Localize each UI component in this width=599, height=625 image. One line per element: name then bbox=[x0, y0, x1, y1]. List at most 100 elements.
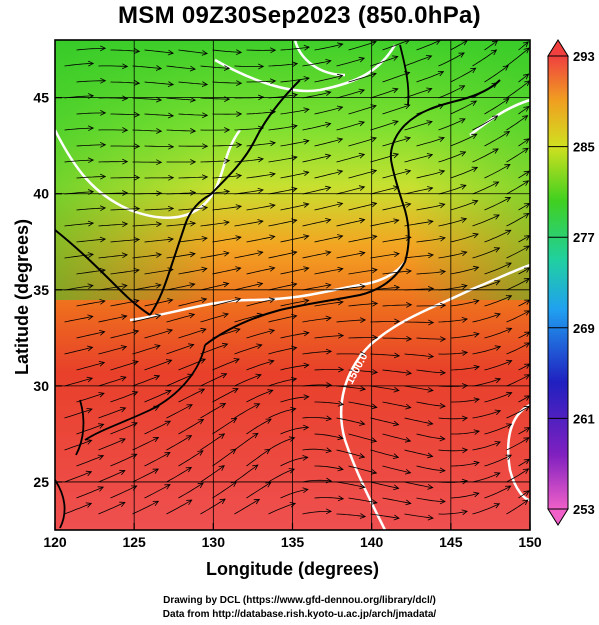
streamline bbox=[450, 398, 480, 403]
streamline-arrowhead bbox=[291, 282, 298, 288]
streamline-arrowhead bbox=[438, 169, 446, 175]
streamline-arrowhead bbox=[156, 128, 163, 134]
streamline bbox=[212, 448, 237, 467]
colorbar bbox=[547, 55, 569, 510]
streamline bbox=[382, 236, 411, 243]
streamline bbox=[506, 115, 528, 131]
streamline bbox=[302, 317, 332, 323]
streamline-arrowhead bbox=[235, 204, 242, 210]
streamline-arrowhead bbox=[505, 262, 512, 268]
streamline bbox=[484, 392, 512, 403]
streamline bbox=[132, 500, 159, 515]
streamline-arrowhead bbox=[167, 298, 174, 304]
streamline bbox=[302, 91, 331, 99]
streamline bbox=[268, 408, 296, 419]
streamline bbox=[472, 148, 499, 163]
streamline bbox=[416, 337, 446, 340]
streamline-arrowhead bbox=[257, 250, 264, 257]
streamline bbox=[64, 159, 94, 163]
streamline-arrowhead bbox=[165, 389, 172, 396]
streamline bbox=[404, 88, 432, 99]
streamline-arrowhead bbox=[326, 382, 333, 388]
streamline bbox=[268, 315, 297, 323]
streamline-arrowhead bbox=[201, 174, 209, 180]
streamline bbox=[336, 385, 366, 390]
streamline bbox=[144, 145, 174, 148]
streamline-arrowhead bbox=[188, 343, 195, 349]
colorbar-ticks: 293 285 277 269 261 253 bbox=[548, 49, 595, 517]
streamline-arrowhead bbox=[393, 218, 400, 224]
streamline-arrowhead bbox=[494, 441, 501, 447]
streamline-arrowhead bbox=[133, 80, 141, 86]
streamline-arrowhead bbox=[523, 490, 530, 496]
streamline-arrowhead bbox=[189, 282, 196, 288]
streamline-arrowhead bbox=[197, 450, 204, 456]
streamline-arrowhead bbox=[359, 283, 366, 290]
streamline-arrowhead bbox=[168, 143, 175, 150]
x-axis: 120 125 130 135 140 145 150 bbox=[43, 523, 542, 550]
streamline bbox=[268, 283, 297, 291]
streamline-arrowhead bbox=[100, 142, 107, 148]
streamline-arrowhead bbox=[358, 56, 366, 63]
streamline bbox=[506, 468, 529, 483]
streamline-arrowhead bbox=[122, 63, 129, 70]
streamline-arrowhead bbox=[303, 202, 310, 208]
streamline bbox=[336, 219, 365, 227]
streamline-arrowhead bbox=[523, 245, 530, 251]
streamline-arrowhead bbox=[470, 67, 477, 74]
colorbar-top-arrow bbox=[547, 39, 569, 57]
streamline-arrowhead bbox=[522, 147, 529, 154]
streamline bbox=[472, 181, 499, 195]
streamline-arrowhead bbox=[503, 98, 510, 104]
streamline-arrowhead bbox=[252, 432, 259, 439]
streamline bbox=[472, 503, 500, 515]
streamline bbox=[280, 426, 309, 435]
streamline bbox=[370, 353, 400, 357]
streamline-arrowhead bbox=[291, 123, 298, 130]
streamline-arrowhead bbox=[371, 201, 378, 208]
streamline bbox=[132, 284, 161, 291]
streamline bbox=[382, 465, 411, 474]
streamline bbox=[484, 65, 509, 83]
streamline bbox=[178, 81, 208, 85]
streamline bbox=[438, 352, 468, 355]
streamline bbox=[302, 155, 331, 163]
streamline-arrowhead bbox=[358, 152, 366, 159]
streamline bbox=[246, 80, 276, 83]
streamline-arrowhead bbox=[155, 221, 163, 228]
streamline bbox=[246, 267, 275, 275]
streamline bbox=[314, 369, 344, 371]
streamline-arrowhead bbox=[189, 220, 197, 227]
streamline-arrowhead bbox=[502, 65, 509, 71]
streamline-arrowhead bbox=[392, 87, 399, 94]
streamline-arrowhead bbox=[269, 266, 276, 272]
streamline-arrowhead bbox=[190, 128, 197, 134]
streamline-arrowhead bbox=[303, 76, 310, 82]
streamline-arrowhead bbox=[264, 448, 271, 455]
streamline-arrowhead bbox=[427, 353, 435, 360]
streamline bbox=[518, 490, 530, 499]
streamline bbox=[200, 252, 229, 259]
streamline bbox=[518, 106, 530, 115]
streamline-arrowhead bbox=[427, 286, 435, 292]
streamline bbox=[382, 72, 410, 83]
streamline-arrowhead bbox=[288, 468, 296, 474]
streamline bbox=[370, 56, 398, 67]
streamline-arrowhead bbox=[235, 266, 242, 272]
streamline bbox=[518, 235, 530, 243]
streamline bbox=[98, 470, 126, 483]
streamline bbox=[200, 403, 226, 419]
streamline bbox=[416, 170, 445, 179]
streamline bbox=[404, 154, 433, 163]
streamline bbox=[518, 363, 530, 371]
streamline bbox=[280, 267, 309, 275]
streamline bbox=[178, 328, 207, 339]
streamline-arrowhead bbox=[190, 159, 197, 165]
streamline bbox=[506, 499, 529, 515]
streamline bbox=[450, 233, 479, 243]
streamline-arrowhead bbox=[302, 455, 309, 461]
streamline-arrowhead bbox=[98, 423, 105, 429]
streamline bbox=[166, 374, 194, 387]
streamline bbox=[484, 98, 510, 115]
